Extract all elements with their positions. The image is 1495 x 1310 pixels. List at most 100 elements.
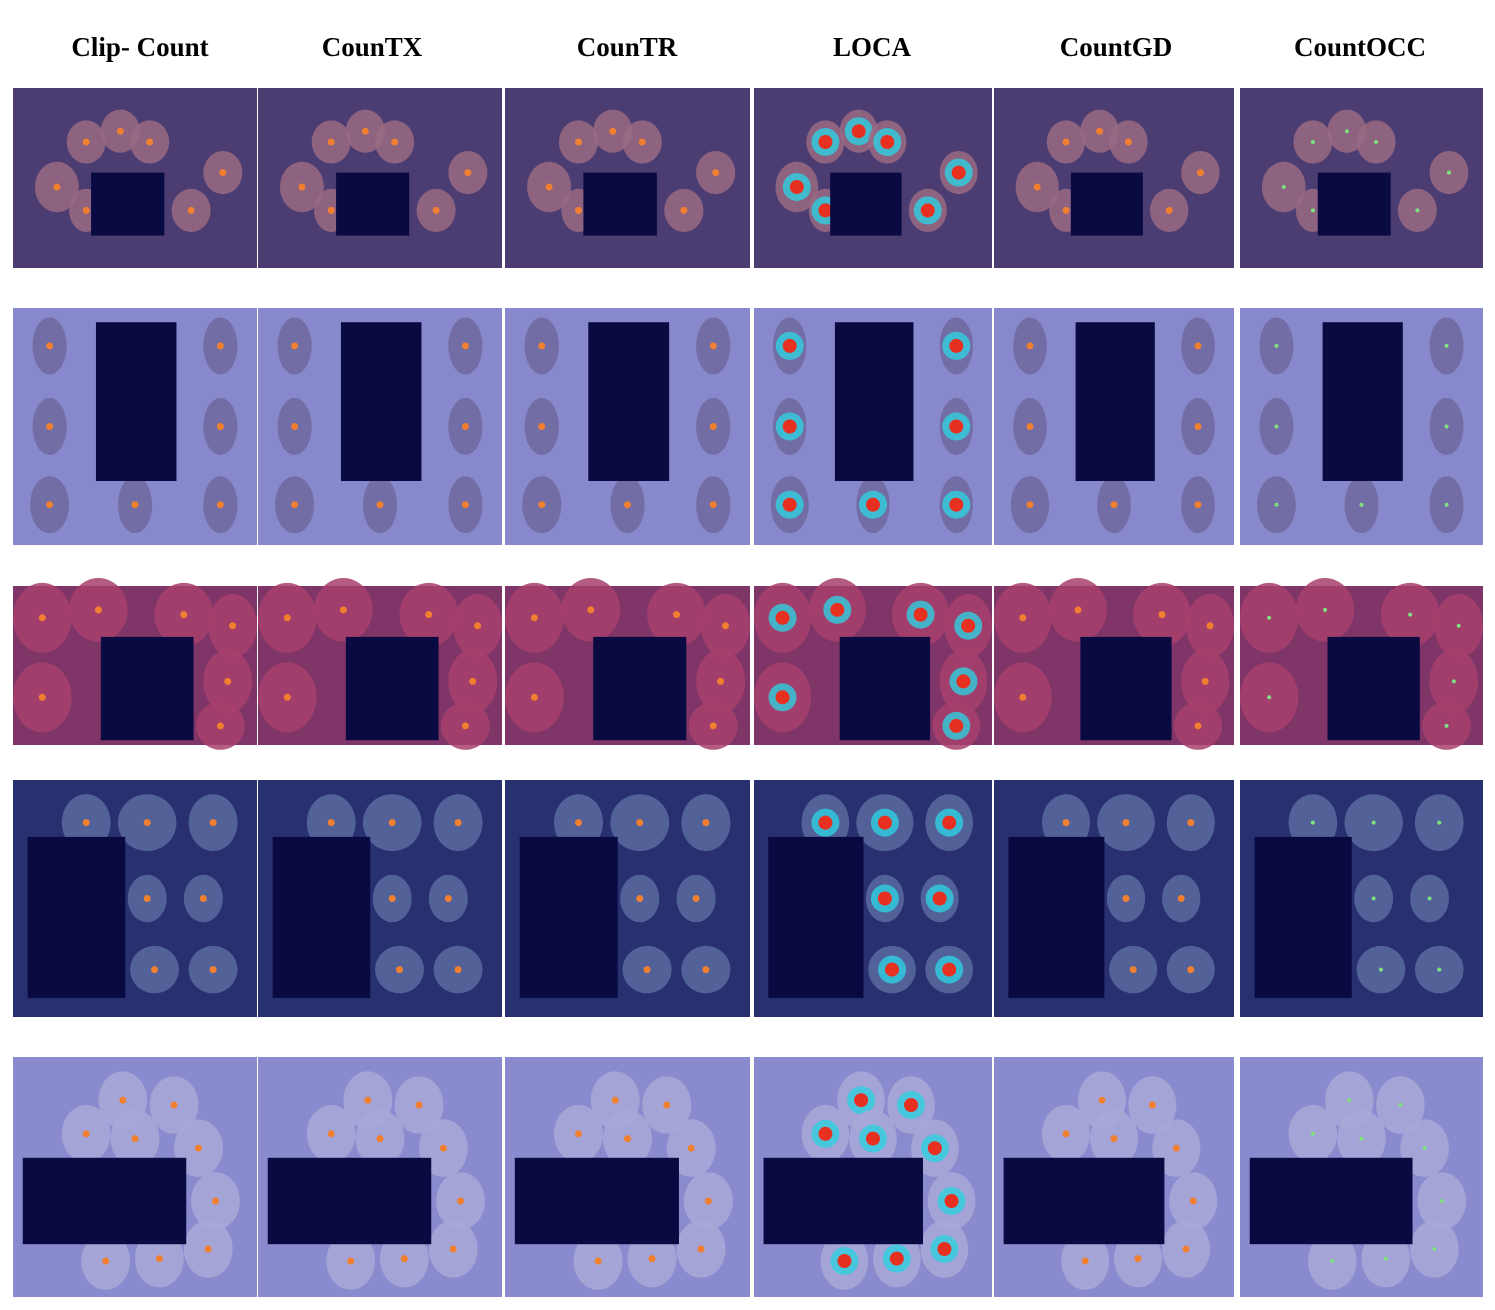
density-dot <box>1187 966 1195 974</box>
density-dot <box>587 606 595 614</box>
density-dot <box>1310 1131 1315 1136</box>
density-dot <box>449 1245 457 1253</box>
density-dot <box>1281 185 1286 189</box>
density-peak <box>889 1251 904 1266</box>
density-dot <box>327 1130 335 1138</box>
density-peak <box>932 891 947 906</box>
density-dot <box>283 693 291 701</box>
density-peak <box>818 135 833 149</box>
occluder <box>1249 1157 1413 1245</box>
occluder <box>1070 172 1143 236</box>
density-dot <box>1110 1135 1118 1143</box>
density-peak <box>961 618 976 633</box>
density-dot <box>530 614 538 622</box>
density-dot <box>1165 206 1173 214</box>
occluder <box>1075 322 1155 482</box>
density-dot <box>339 606 347 614</box>
density-peak <box>949 718 964 733</box>
density-dot <box>697 1245 705 1253</box>
density-dot <box>1371 820 1376 825</box>
density-dot <box>432 206 440 214</box>
density-dot <box>1194 423 1202 430</box>
density-dot <box>1062 819 1070 827</box>
column-header: CounTR <box>577 32 678 62</box>
density-dot <box>709 501 717 509</box>
density-dot <box>116 127 124 135</box>
density-dot <box>1310 140 1315 144</box>
density-dot <box>663 1101 671 1109</box>
density-dot <box>94 606 102 614</box>
occluder <box>1003 1157 1165 1245</box>
occluder <box>340 322 422 482</box>
density-dot <box>131 1135 139 1143</box>
density-dot <box>538 342 546 350</box>
density-dot <box>187 206 195 214</box>
density-dot <box>216 423 224 430</box>
density-dot <box>1347 1098 1352 1103</box>
density-dot <box>204 1245 212 1253</box>
density-dot <box>457 1197 465 1205</box>
density-dot <box>1096 127 1104 135</box>
density-dot <box>1019 693 1027 701</box>
density-dot <box>1439 1199 1444 1203</box>
density-dot <box>1359 502 1364 507</box>
occluder <box>514 1157 679 1245</box>
density-dot <box>530 693 538 701</box>
density-dot <box>1026 423 1034 430</box>
density-dot <box>643 966 651 974</box>
density-dot <box>680 206 688 214</box>
density-dot <box>102 1257 110 1265</box>
density-dot <box>575 1130 582 1138</box>
occluder <box>1080 636 1172 741</box>
density-dot <box>1451 679 1456 684</box>
density-dot <box>575 138 582 146</box>
density-dot <box>624 1135 631 1143</box>
occluder <box>1317 172 1391 236</box>
density-dot <box>439 1144 447 1152</box>
density-dot <box>717 677 725 685</box>
density-dot <box>1019 614 1027 622</box>
density-dot <box>38 614 46 622</box>
density-dot <box>82 819 90 827</box>
density-dot <box>347 1257 355 1265</box>
density-dot <box>1194 342 1202 350</box>
density-dot <box>1122 819 1130 827</box>
density-dot <box>1359 1136 1364 1141</box>
occluder <box>1322 322 1403 482</box>
density-dot <box>1378 967 1383 972</box>
density-dot <box>1033 183 1041 191</box>
density-dot <box>46 423 54 430</box>
density-dot <box>461 423 469 430</box>
density-dot <box>461 501 469 509</box>
density-dot <box>327 138 335 146</box>
density-peak <box>830 602 845 617</box>
occluder <box>267 1157 432 1245</box>
density-dot <box>143 895 151 902</box>
density-dot <box>1026 501 1034 509</box>
density-dot <box>636 819 644 827</box>
density-dot <box>469 677 477 685</box>
density-dot <box>538 501 546 509</box>
density-peak <box>942 962 957 977</box>
occluder <box>593 636 687 741</box>
density-dot <box>1134 1255 1142 1263</box>
density-peak <box>877 815 892 830</box>
density-dot <box>1310 208 1315 213</box>
density-peak <box>942 815 957 830</box>
density-dot <box>388 895 396 902</box>
density-dot <box>1383 1256 1388 1261</box>
density-dot <box>464 169 472 177</box>
density-dot <box>283 614 291 622</box>
density-dot <box>1267 615 1272 620</box>
density-dot <box>400 1255 408 1263</box>
occluder <box>1008 836 1105 999</box>
density-dot <box>180 611 188 619</box>
density-dot <box>692 895 700 902</box>
density-dot <box>712 169 720 177</box>
density-dot <box>298 183 306 191</box>
density-dot <box>1444 343 1449 348</box>
density-dot <box>1437 820 1442 825</box>
occluder <box>1254 836 1352 999</box>
density-dot <box>1182 1245 1190 1253</box>
column-header: Clip- Count <box>71 32 208 62</box>
